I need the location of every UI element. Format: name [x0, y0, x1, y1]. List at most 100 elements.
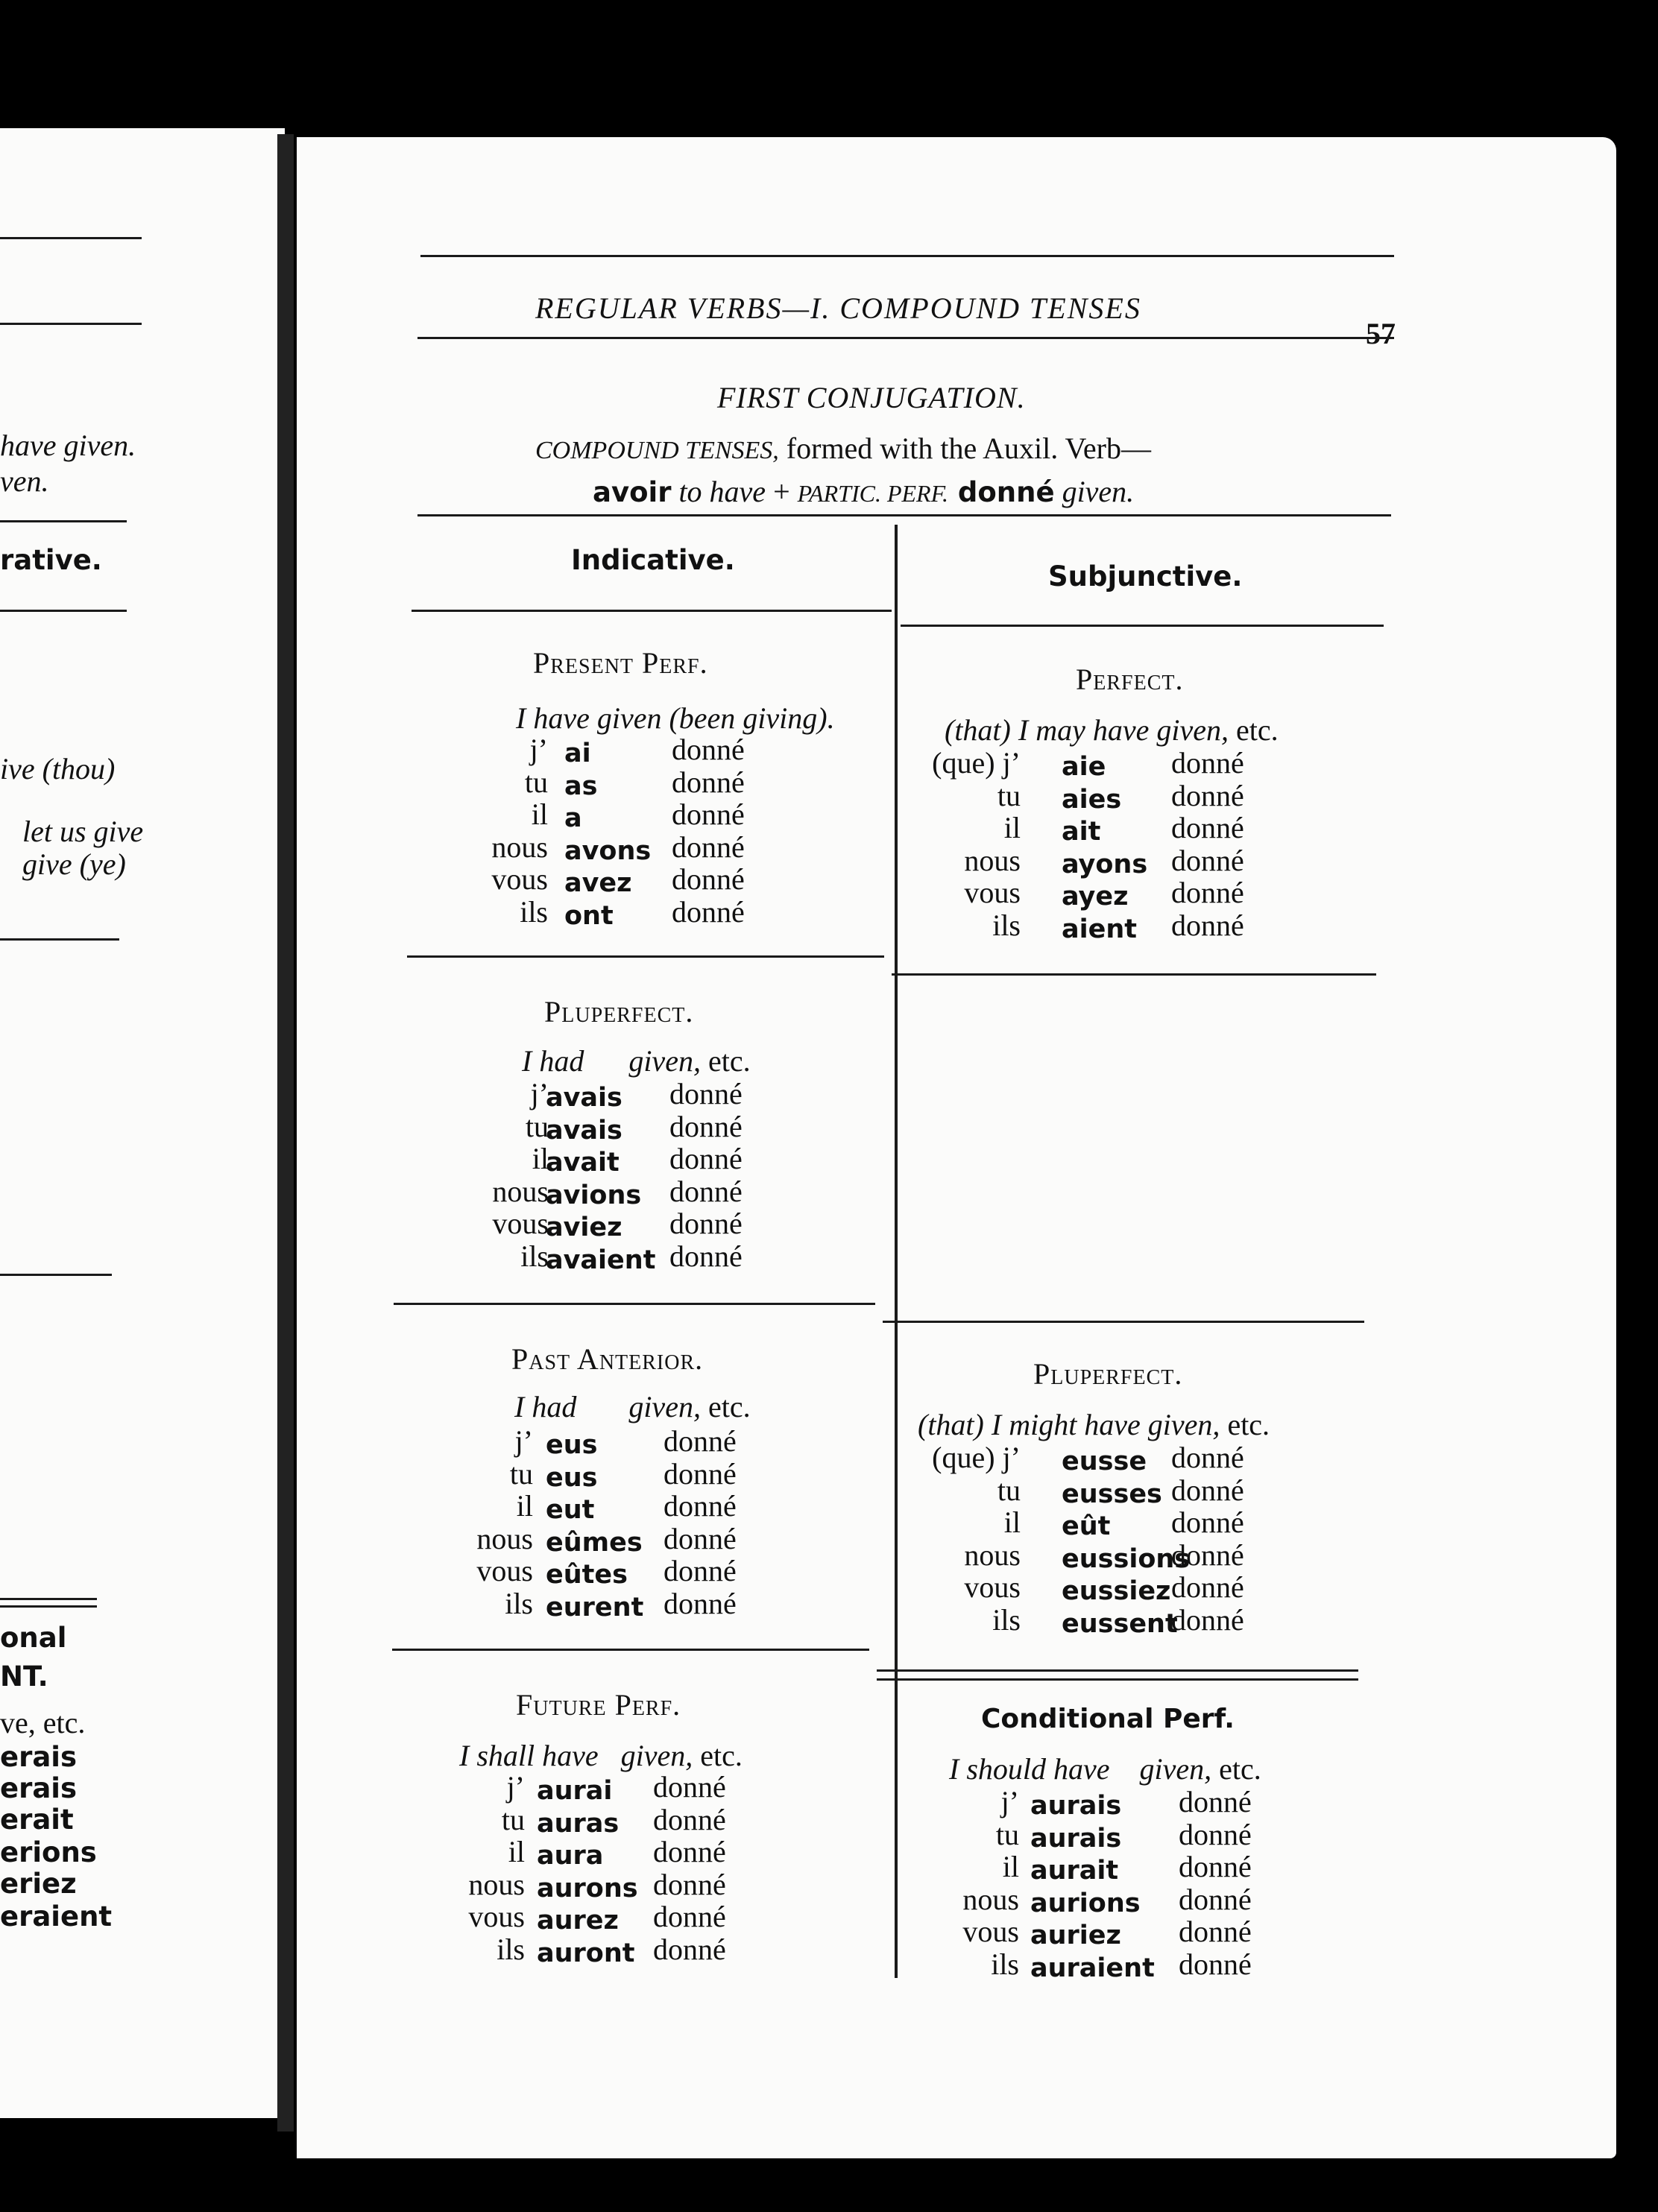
indicative-section-heading: Past Anterior.	[511, 1342, 704, 1376]
auxiliary-form: aient	[1062, 914, 1138, 944]
subjunctive-participle: donné	[1171, 1570, 1244, 1604]
indicative-auxiliary: a	[564, 799, 582, 834]
indicative-participle: donné	[669, 1207, 743, 1240]
left-page-rule	[0, 610, 127, 612]
subjunctive-pronoun: ils	[991, 1947, 1019, 1981]
left-page-fragment: erions	[0, 1836, 97, 1868]
english-text: I had given,	[514, 1390, 701, 1423]
left-page-fragment: ive (thou)	[0, 752, 116, 786]
running-title: REGULAR VERBS—I. COMPOUND TENSES	[535, 291, 1141, 325]
auxiliary-form: ayons	[1062, 849, 1148, 879]
subjunctive-rule	[883, 1321, 1364, 1323]
left-page-rule	[0, 938, 119, 941]
subjunctive-section-heading: Perfect.	[1076, 663, 1184, 696]
auxiliary-form: eussiez	[1062, 1576, 1171, 1606]
subjunctive-auxiliary: aurais	[1030, 1786, 1121, 1821]
indicative-rule	[407, 955, 884, 958]
etc: etc.	[1228, 713, 1279, 747]
subjunctive-auxiliary: eusse	[1062, 1442, 1147, 1477]
auxiliary-form: aurait	[1030, 1856, 1119, 1886]
subjunctive-pronoun: nous	[964, 1538, 1021, 1572]
etc: etc.	[700, 1390, 751, 1423]
plus: +	[766, 475, 798, 508]
indicative-participle: donné	[653, 1867, 726, 1901]
subjunctive-auxiliary: eussent	[1062, 1605, 1178, 1640]
subjunctive-participle: donné	[1171, 908, 1244, 942]
subjunctive-pronoun: vous	[962, 1915, 1019, 1948]
subjunctive-auxiliary: ayons	[1062, 845, 1147, 880]
subjunctive-english-gloss: (that) I may have given, etc.	[945, 712, 1279, 748]
indicative-pronoun: vous	[476, 1554, 533, 1587]
indicative-pronoun: nous	[491, 829, 548, 864]
indicative-participle: donné	[672, 894, 745, 929]
auxiliary-form: ai	[564, 739, 591, 768]
left-page-fragment: let us give	[22, 815, 144, 848]
indicative-participle: donné	[672, 797, 745, 831]
indicative-rule	[392, 1649, 869, 1651]
auxiliary-form: avez	[564, 868, 632, 898]
indicative-rule	[412, 610, 892, 612]
indicative-participle: donné	[653, 1802, 726, 1836]
subjunctive-auxiliary: auraient	[1030, 1949, 1155, 1984]
indicative-participle: donné	[672, 733, 745, 766]
indicative-participle: donné	[669, 1174, 743, 1208]
indicative-pronoun: tu	[501, 1802, 525, 1836]
right-page	[297, 137, 1616, 2158]
subjunctive-participle: donné	[1171, 1441, 1244, 1474]
indicative-section-heading: Future Perf.	[516, 1688, 681, 1722]
indicative-auxiliary: avais	[546, 1111, 622, 1146]
subjunctive-header: Subjunctive.	[1048, 560, 1243, 592]
auxiliary-form: avons	[564, 835, 652, 866]
indicative-pronoun: ils	[497, 1932, 525, 1966]
indicative-participle: donné	[663, 1554, 737, 1587]
auxiliary-form: aurais	[1030, 1823, 1122, 1854]
auxiliary-form: auraient	[1030, 1953, 1155, 1983]
indicative-participle: donné	[653, 1900, 726, 1933]
auxiliary-form: as	[564, 771, 598, 801]
left-page-fragment: give (ye)	[22, 847, 126, 881]
to-have: to have	[671, 475, 766, 508]
auxiliary-form: auras	[537, 1808, 620, 1839]
indicative-pronoun: j’	[514, 1424, 533, 1458]
indicative-pronoun: tu	[525, 1109, 549, 1143]
indicative-participle: donné	[653, 1770, 726, 1804]
english-text: I shall have given,	[459, 1739, 693, 1772]
indicative-pronoun: il	[532, 1142, 549, 1175]
indicative-pronoun: nous	[468, 1867, 525, 1901]
indicative-pronoun: j’	[506, 1770, 525, 1804]
indicative-participle: donné	[669, 1239, 743, 1273]
auxiliary-form: aie	[1062, 752, 1106, 782]
subjunctive-participle: donné	[1171, 1473, 1244, 1507]
subjunctive-participle: donné	[1171, 843, 1244, 877]
subjunctive-rule	[892, 973, 1376, 976]
auxiliary-form: eusses	[1062, 1479, 1162, 1509]
etc: etc.	[1220, 1408, 1270, 1441]
header-rule-bottom	[417, 337, 1394, 339]
subjunctive-pronoun: (que) j’	[932, 746, 1021, 780]
subjunctive-auxiliary: aurait	[1030, 1851, 1118, 1886]
subjunctive-auxiliary: auriez	[1030, 1916, 1121, 1951]
auxiliary-form: auront	[537, 1938, 635, 1968]
indicative-pronoun: vous	[468, 1900, 525, 1933]
auxiliary-form: eurent	[546, 1592, 644, 1622]
indicative-auxiliary: auront	[537, 1934, 635, 1969]
indicative-english-gloss: I shall have given, etc.	[459, 1738, 743, 1773]
indicative-participle: donné	[672, 862, 745, 896]
etc: etc.	[1211, 1752, 1261, 1786]
auxiliary-form: eût	[1062, 1511, 1111, 1541]
subjunctive-pronoun: (que) j’	[932, 1441, 1021, 1474]
left-page-fragment: erait	[0, 1804, 74, 1836]
auxiliary-form: aura	[537, 1841, 604, 1871]
subjunctive-pronoun: j’	[1000, 1785, 1019, 1818]
auxiliary-form: eûtes	[546, 1560, 628, 1590]
indicative-english-gloss: I had given, etc.	[522, 1043, 751, 1078]
subjunctive-pronoun: nous	[964, 843, 1021, 877]
indicative-pronoun: vous	[492, 1207, 549, 1240]
indicative-section-heading: Present Perf.	[533, 646, 708, 680]
left-page-fragment: erais	[0, 1741, 78, 1773]
english-text: I should have given,	[949, 1752, 1212, 1786]
indicative-auxiliary: avaient	[546, 1241, 655, 1276]
auxiliary-form: ayez	[1062, 882, 1129, 911]
subjunctive-pronoun: nous	[962, 1882, 1019, 1916]
indicative-auxiliary: eurent	[546, 1588, 643, 1623]
